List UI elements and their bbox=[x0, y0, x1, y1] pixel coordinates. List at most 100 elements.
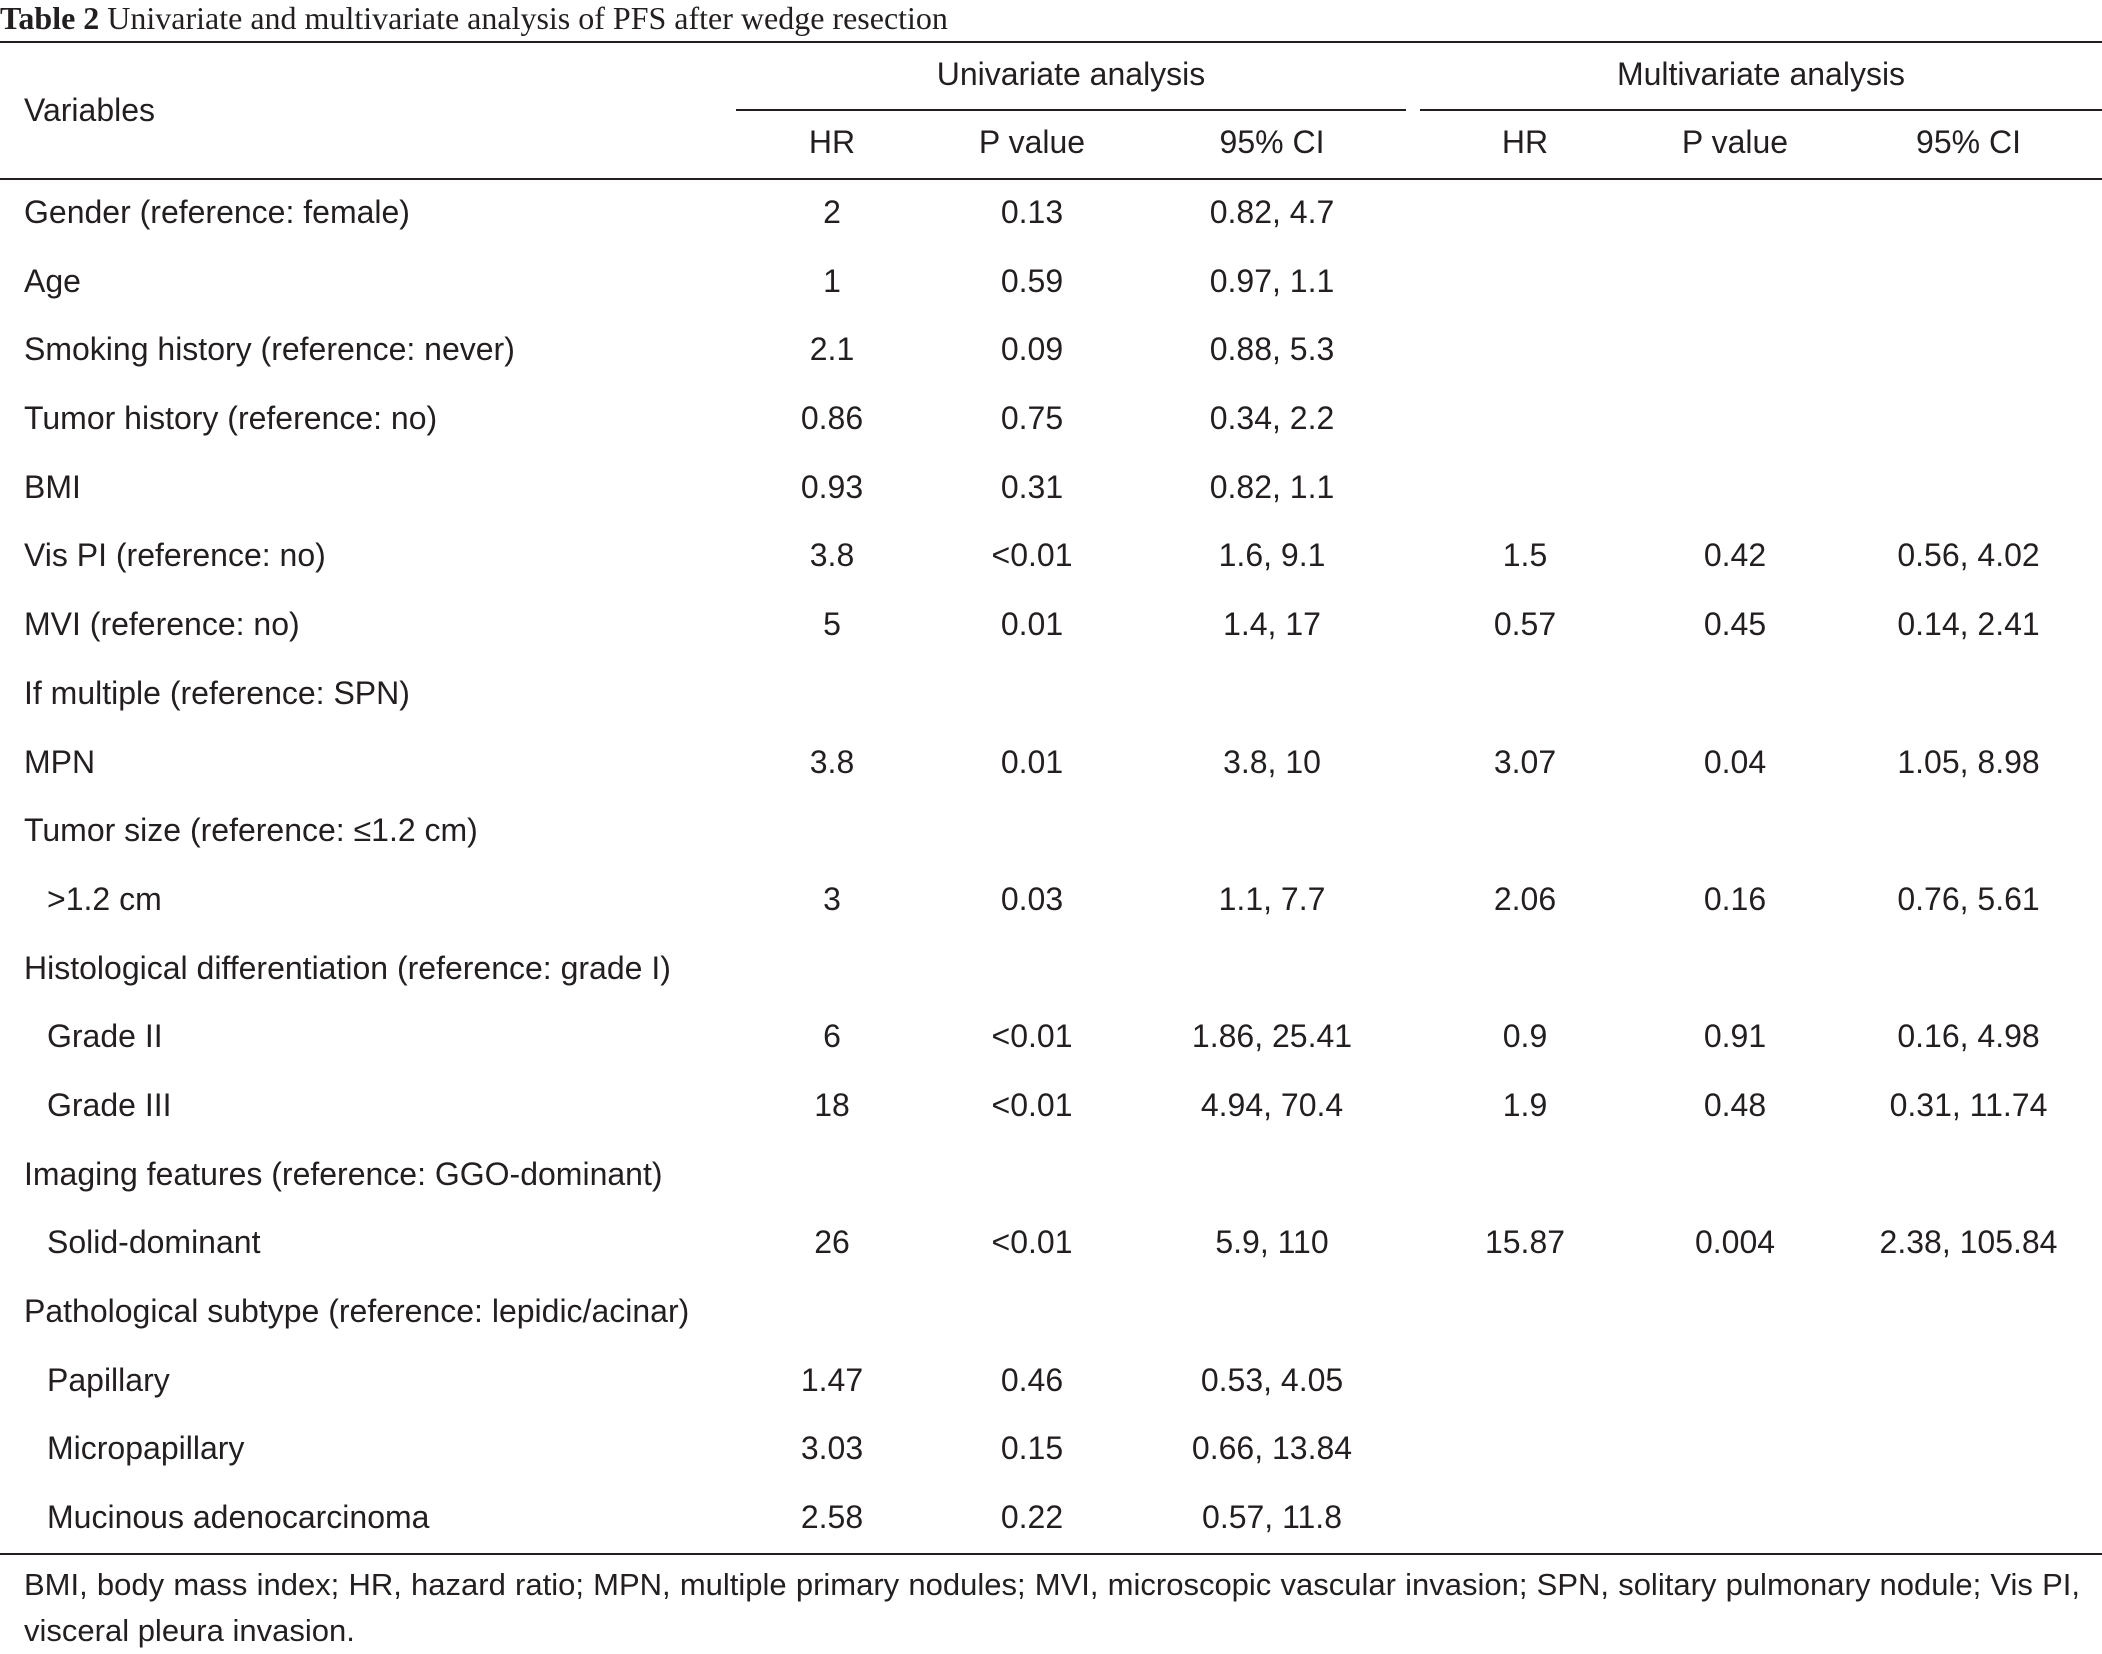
multi-hr-cell: 2.06 bbox=[1493, 880, 1557, 917]
multi-ci-cell: 2.38, 105.84 bbox=[1879, 1224, 2058, 1261]
multi-p-cell: 0.48 bbox=[1703, 1086, 1767, 1123]
uni-hr-cell: 2 bbox=[823, 194, 841, 230]
row-variable: Grade II bbox=[47, 1018, 163, 1055]
uni-hr-cell: 5 bbox=[823, 606, 841, 643]
multi-ci-cell: 0.76, 5.61 bbox=[1897, 880, 2040, 917]
row-variable: Tumor history (reference: no) bbox=[24, 400, 438, 437]
table-row: Mucinous adenocarcinoma 2.58 0.22 0.57, 11.… bbox=[0, 1485, 2102, 1554]
multi-hr-cell: 1.5 bbox=[1502, 537, 1548, 574]
uni-p-cell: 0.09 bbox=[1000, 331, 1064, 368]
row-variable: MPN bbox=[24, 743, 96, 780]
uni-p-cell: 0.01 bbox=[1000, 606, 1064, 643]
table-row: Tumor history (reference: no) 0.86 0.75 0.3… bbox=[0, 386, 2102, 455]
uni-p-cell: <0.01 bbox=[991, 1086, 1073, 1123]
table-row: Micropapillary 3.03 0.15 0.66, 13.84 bbox=[0, 1416, 2102, 1485]
uni-ci-cell: 0.34, 2.2 bbox=[1209, 400, 1335, 437]
uni-hr-cell: 26 bbox=[814, 1224, 850, 1261]
univariate-header: Univariate analysis bbox=[936, 56, 1206, 92]
uni-p-cell: 0.22 bbox=[1000, 1499, 1064, 1536]
multi-p-cell: 0.004 bbox=[1694, 1224, 1776, 1261]
row-variable: MVI (reference: no) bbox=[24, 606, 300, 643]
multi-hr-cell: 0.9 bbox=[1502, 1018, 1548, 1055]
table-row: Smoking history (reference: never) 2.1 0.0… bbox=[0, 317, 2102, 386]
uni-ci-cell: 0.57, 11.8 bbox=[1202, 1499, 1342, 1536]
row-variable: If multiple (reference: SPN) bbox=[24, 674, 410, 711]
uni-ci-cell: 0.88, 5.3 bbox=[1209, 331, 1335, 368]
row-variable: Pathological subtype (reference: lepidic… bbox=[24, 1293, 690, 1329]
multi-hr-cell: 0.57 bbox=[1493, 606, 1557, 643]
variables-header: Variables bbox=[24, 92, 156, 128]
table-row: Papillary 1.47 0.46 0.53, 4.05 bbox=[0, 1348, 2102, 1417]
table-row: Tumor size (reference: ≤1.2 cm) bbox=[0, 798, 2102, 867]
multi-ci-cell: 0.16, 4.98 bbox=[1897, 1018, 2040, 1055]
table-row: If multiple (reference: SPN) bbox=[0, 661, 2102, 730]
uni-ci-cell: 5.9, 110 bbox=[1215, 1224, 1329, 1261]
row-variable: Smoking history (reference: never) bbox=[24, 331, 515, 368]
uni-p-cell: 0.03 bbox=[1000, 880, 1064, 917]
uni-p-cell: <0.01 bbox=[991, 1224, 1073, 1261]
multi-ci-cell: 0.14, 2.41 bbox=[1897, 606, 2040, 643]
table-row: Histological differentiation (reference:… bbox=[0, 936, 2102, 1005]
table-row: Age 1 0.59 0.97, 1.1 bbox=[0, 249, 2102, 318]
uni-hr-cell: 6 bbox=[823, 1018, 841, 1055]
uni-hr-cell: 3.8 bbox=[809, 743, 855, 780]
uni-p-cell: 0.01 bbox=[1000, 743, 1064, 780]
uni-hr-cell: 18 bbox=[814, 1086, 850, 1123]
table-caption: Table 2 Univariate and multivariate anal… bbox=[0, 0, 948, 36]
table-row: BMI 0.93 0.31 0.82, 1.1 bbox=[0, 455, 2102, 524]
row-variable: Vis PI (reference: no) bbox=[24, 537, 326, 574]
uni-ci-cell: 0.97, 1.1 bbox=[1209, 262, 1335, 299]
uni-p-cell: <0.01 bbox=[991, 537, 1073, 574]
multi-ci-cell: 0.31, 11.74 bbox=[1889, 1086, 2048, 1123]
uni-ci-cell: 1.6, 9.1 bbox=[1218, 537, 1326, 574]
uni-hr-cell: 1 bbox=[823, 262, 841, 299]
uni-hr-cell: 3 bbox=[823, 880, 841, 917]
uni-hr-cell: 3.03 bbox=[800, 1430, 864, 1467]
row-variable: Tumor size (reference: ≤1.2 cm) bbox=[24, 812, 478, 849]
table-row: Gender (reference: female) 2 0.13 0.82, 4.7 bbox=[0, 180, 2102, 249]
univariate-span-rule bbox=[736, 109, 1406, 111]
uni-hr-cell: 3.8 bbox=[809, 537, 855, 574]
uni-hr-header: HR bbox=[808, 124, 856, 160]
table-row: Grade II 6 <0.01 1.86, 25.41 0.9 0.91 0.16, 4.… bbox=[0, 1004, 2102, 1073]
multi-p-header: P value bbox=[1681, 124, 1789, 160]
multi-ci-cell: 1.05, 8.98 bbox=[1897, 743, 2040, 780]
table-row: >1.2 cm 3 0.03 1.1, 7.7 2.06 0.16 0.76, 5.61 bbox=[0, 867, 2102, 936]
row-variable: Mucinous adenocarcinoma bbox=[47, 1499, 430, 1536]
multi-p-cell: 0.04 bbox=[1703, 743, 1767, 780]
uni-p-cell: 0.75 bbox=[1000, 400, 1064, 437]
multi-p-cell: 0.16 bbox=[1703, 880, 1767, 917]
uni-ci-cell: 0.82, 1.1 bbox=[1209, 468, 1335, 505]
table-footnote: BMI, body mass index; HR, hazard ratio; … bbox=[24, 1567, 2080, 1648]
table-title: Univariate and multivariate analysis of … bbox=[107, 0, 948, 36]
bottom-rule bbox=[0, 1553, 2102, 1555]
uni-ci-cell: 1.4, 17 bbox=[1223, 606, 1321, 643]
uni-p-cell: 0.46 bbox=[1000, 1361, 1064, 1398]
header-rule bbox=[0, 178, 2102, 180]
multi-hr-header: HR bbox=[1501, 124, 1549, 160]
row-variable: Imaging features (reference: GGO-dominan… bbox=[24, 1155, 663, 1192]
uni-ci-cell: 1.86, 25.41 bbox=[1191, 1018, 1353, 1055]
uni-hr-cell: 0.93 bbox=[800, 468, 864, 505]
row-variable: Grade III bbox=[47, 1086, 172, 1123]
row-variable: Solid-dominant bbox=[47, 1224, 261, 1261]
uni-ci-cell: 0.66, 13.84 bbox=[1191, 1430, 1353, 1467]
multi-hr-cell: 1.9 bbox=[1502, 1086, 1548, 1123]
multi-p-cell: 0.45 bbox=[1703, 606, 1767, 643]
uni-p-cell: 0.13 bbox=[1000, 194, 1064, 230]
row-variable: Papillary bbox=[47, 1361, 170, 1398]
uni-hr-cell: 1.47 bbox=[800, 1361, 864, 1398]
multi-p-cell: 0.42 bbox=[1703, 537, 1767, 574]
multi-hr-cell: 15.87 bbox=[1484, 1224, 1566, 1261]
uni-ci-cell: 4.94, 70.4 bbox=[1200, 1086, 1344, 1123]
uni-hr-cell: 0.86 bbox=[800, 400, 864, 437]
uni-hr-cell: 2.1 bbox=[809, 331, 855, 368]
uni-ci-cell: 3.8, 10 bbox=[1223, 743, 1321, 780]
uni-p-cell: <0.01 bbox=[991, 1018, 1073, 1055]
table-row: Pathological subtype (reference: lepidic… bbox=[0, 1279, 2102, 1348]
uni-p-cell: 0.15 bbox=[1000, 1430, 1064, 1467]
row-variable: Age bbox=[24, 262, 81, 299]
row-variable: Histological differentiation (reference:… bbox=[24, 949, 671, 986]
table-row: Vis PI (reference: no) 3.8 <0.01 1.6, 9.1 1.… bbox=[0, 523, 2102, 592]
row-variable: Micropapillary bbox=[47, 1430, 245, 1467]
